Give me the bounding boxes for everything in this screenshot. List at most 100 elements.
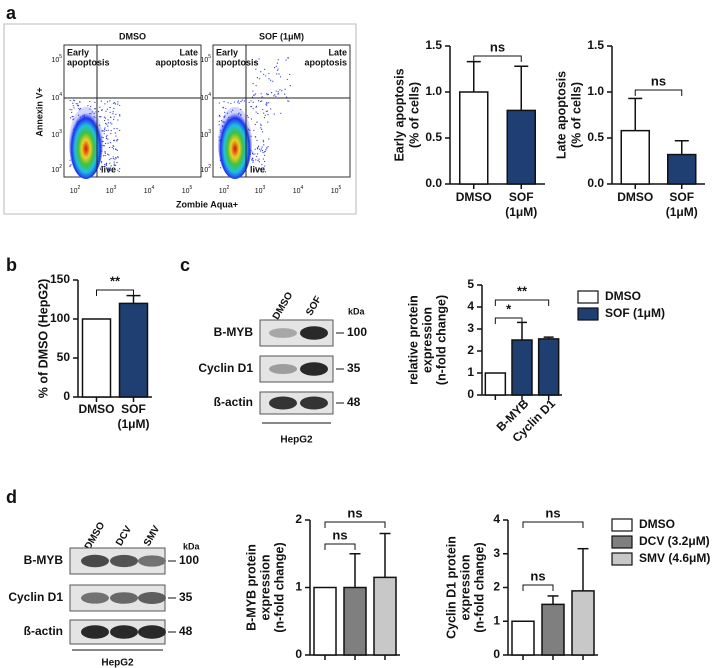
blot-row-label: ß-actin <box>24 624 63 638</box>
legend-swatch <box>577 307 599 321</box>
flow-event <box>259 78 261 80</box>
flow-event <box>279 89 281 91</box>
flow-event <box>250 100 252 102</box>
flow-event <box>104 150 106 153</box>
flow-event <box>107 129 109 131</box>
flow-event <box>105 163 108 165</box>
y-axis-label: expression <box>420 307 434 373</box>
flow-event <box>267 93 269 95</box>
flow-event <box>270 79 272 81</box>
flow-event <box>270 91 273 94</box>
significance-label: * <box>506 301 512 316</box>
quadrant-label: apoptosis <box>304 57 347 67</box>
flow-event <box>250 118 253 120</box>
flow-event <box>264 114 266 116</box>
y-tick-label: 0.5 <box>425 130 442 144</box>
blot-unit: kDa <box>183 541 201 551</box>
flow-event <box>268 102 270 104</box>
flow-tick-label: 104 <box>293 185 304 195</box>
flow-event <box>72 105 74 107</box>
flow-event <box>115 113 117 115</box>
flow-event <box>104 103 106 105</box>
flow-event <box>103 130 105 132</box>
flow-event <box>107 169 109 171</box>
significance-label: ** <box>517 283 528 298</box>
tick-exponent: 2 <box>227 185 230 191</box>
flow-event <box>277 91 279 93</box>
flow-event <box>117 138 119 141</box>
flow-event <box>119 129 121 132</box>
bar <box>667 153 697 185</box>
flow-event <box>287 100 289 102</box>
flow-event <box>116 149 118 151</box>
tick-base: 10 <box>200 167 208 174</box>
flow-event <box>263 112 265 114</box>
flow-event <box>265 75 267 77</box>
tick-exponent: 4 <box>152 185 155 191</box>
flow-event <box>104 164 106 166</box>
flow-event <box>274 94 276 96</box>
flow-event <box>105 122 107 124</box>
flow-event <box>73 107 75 109</box>
flow-event <box>254 123 256 126</box>
tick-base: 10 <box>144 188 152 195</box>
flow-event <box>103 145 105 147</box>
kda-label: 48 <box>347 395 361 409</box>
quadrant-label: Early <box>216 47 238 57</box>
flow-event <box>241 99 243 101</box>
flow-event <box>275 95 277 97</box>
y-tick-label: 4 <box>493 512 500 526</box>
flow-event <box>222 106 224 108</box>
bar <box>81 318 112 398</box>
blot-band <box>269 363 297 375</box>
y-axis-label: relative protein <box>406 295 420 385</box>
y-axis-label: (n-fold change) <box>434 295 448 385</box>
flow-event <box>113 145 115 147</box>
flow-event <box>103 133 105 135</box>
flow-event <box>116 140 118 142</box>
y-tick-label: 1 <box>467 365 474 379</box>
x-tick-label: (1μM) <box>666 205 698 219</box>
flow-event <box>254 136 256 138</box>
flow-event <box>289 73 291 76</box>
tick-base: 10 <box>331 188 339 195</box>
flow-event <box>98 116 101 118</box>
flow-event <box>260 93 262 95</box>
flow-event <box>261 96 263 98</box>
y-axis-label: expression <box>458 554 472 620</box>
flow-event <box>262 158 264 160</box>
flow-event <box>254 153 256 155</box>
flow-tick-label: 105 <box>200 54 211 64</box>
flow-event <box>87 105 89 107</box>
flow-event <box>105 136 108 138</box>
y-axis-label: (n-fold change) <box>472 542 486 632</box>
flow-event <box>107 167 110 169</box>
flow-event <box>218 120 220 122</box>
flow-event <box>104 154 106 157</box>
bar <box>541 603 565 656</box>
flow-event <box>104 127 106 129</box>
flow-event <box>237 101 239 103</box>
tick-base: 10 <box>51 167 59 174</box>
flow-event <box>259 168 261 170</box>
y-tick-label: 2 <box>295 512 302 526</box>
flow-event <box>255 166 257 169</box>
bar <box>459 91 489 185</box>
flow-event <box>273 113 275 115</box>
flow-event <box>260 71 262 73</box>
x-tick-label: SOF <box>509 190 534 204</box>
tick-base: 10 <box>70 188 78 195</box>
flow-event <box>109 141 112 144</box>
blot-band <box>300 326 328 340</box>
flow-event <box>110 129 112 132</box>
flow-event <box>105 129 107 132</box>
y-tick-label: 1.5 <box>587 38 604 52</box>
flow-event <box>256 148 259 150</box>
tick-exponent: 5 <box>208 54 211 60</box>
flow-event <box>113 118 115 121</box>
flow-event <box>112 113 114 115</box>
flow-event <box>289 84 291 87</box>
flow-event <box>114 148 117 150</box>
bar <box>511 620 535 656</box>
